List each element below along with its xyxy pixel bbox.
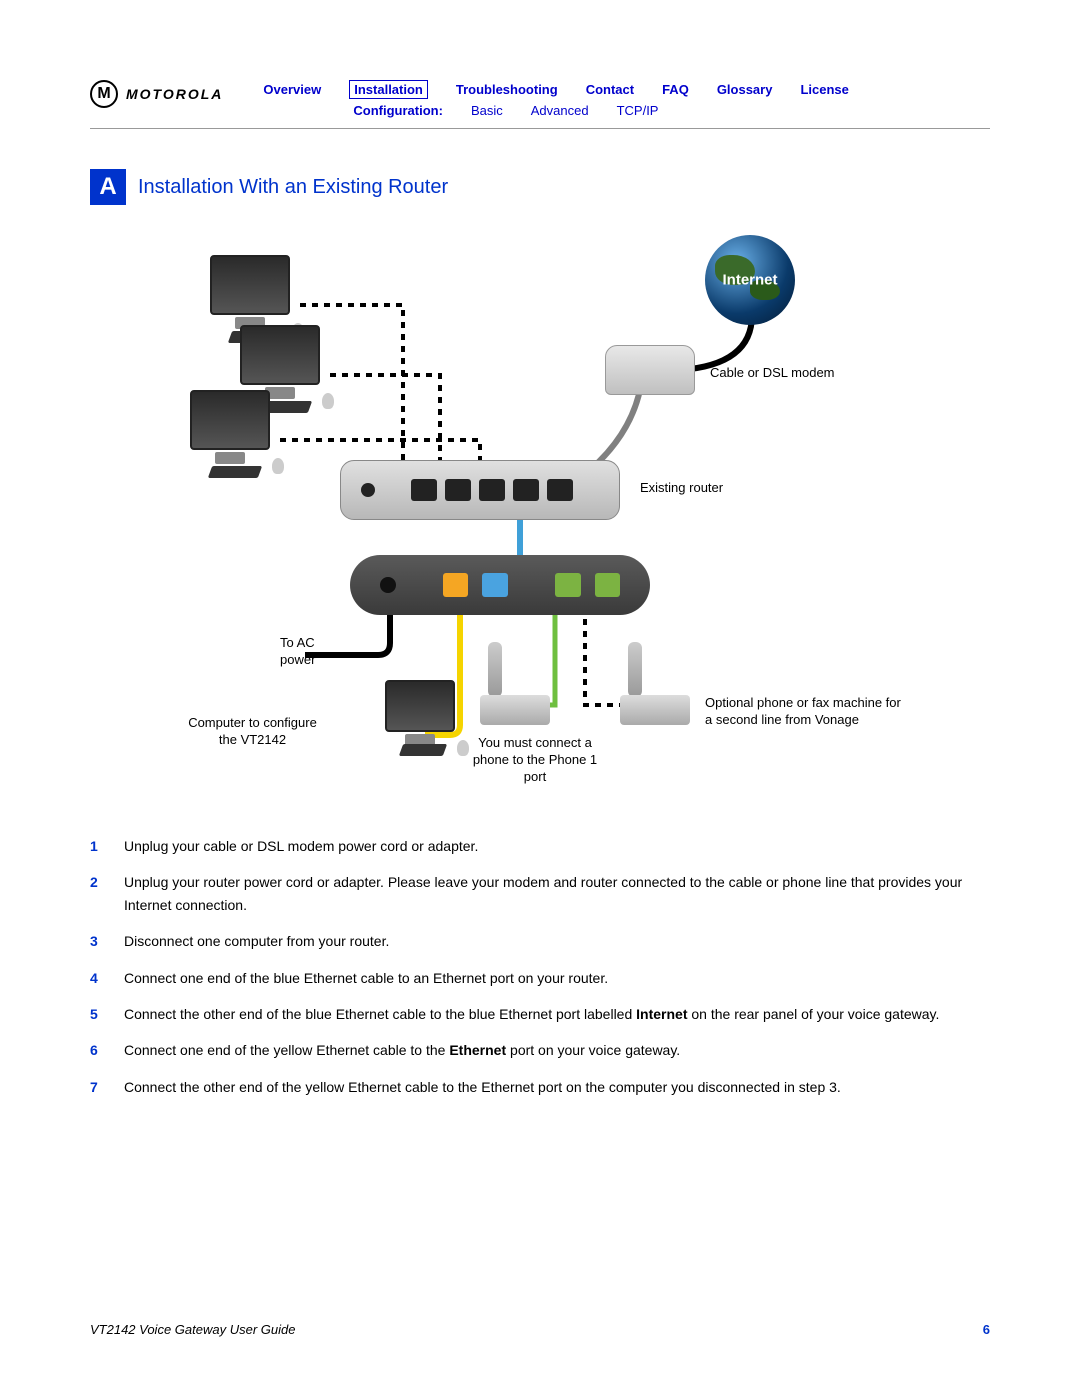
installation-diagram: Internet Cable or DSL modem Existing rou… (160, 225, 920, 805)
nav-row-primary: Overview Installation Troubleshooting Conta… (263, 80, 990, 99)
installation-steps: 1 Unplug your cable or DSL modem power co… (90, 835, 990, 1098)
phone-icon (480, 645, 550, 725)
nav-sublink-basic[interactable]: Basic (471, 103, 503, 118)
step-number: 1 (90, 835, 106, 857)
computer-icon (240, 325, 320, 385)
section-badge: A (90, 169, 126, 205)
nav-link-license[interactable]: License (800, 82, 848, 97)
section-heading: A Installation With an Existing Router (90, 169, 990, 205)
ac-power-label: To AC power (280, 635, 340, 669)
computer-icon (210, 255, 290, 315)
page-header: MOTOROLA Overview Installation Troubleshoo… (90, 80, 990, 129)
nav-sublink-advanced[interactable]: Advanced (531, 103, 589, 118)
phone2-label: Optional phone or fax machine for a seco… (705, 695, 905, 729)
brand-name: MOTOROLA (126, 86, 223, 102)
page-footer: VT2142 Voice Gateway User Guide 6 (90, 1322, 990, 1337)
top-nav: Overview Installation Troubleshooting Conta… (243, 80, 990, 118)
step-text: Connect one end of the blue Ethernet cab… (124, 967, 608, 989)
internet-globe-icon: Internet (705, 235, 795, 325)
nav-link-installation[interactable]: Installation (349, 80, 428, 99)
step-item: 5 Connect the other end of the blue Ether… (90, 1003, 990, 1025)
nav-link-faq[interactable]: FAQ (662, 82, 689, 97)
step-item: 1 Unplug your cable or DSL modem power co… (90, 835, 990, 857)
page-number: 6 (983, 1322, 990, 1337)
step-text: Connect one end of the yellow Ethernet c… (124, 1039, 680, 1061)
nav-sublink-tcpip[interactable]: TCP/IP (617, 103, 659, 118)
config-computer-icon (385, 680, 455, 732)
phone1-label: You must connect a phone to the Phone 1 … (465, 735, 605, 786)
nav-link-contact[interactable]: Contact (586, 82, 634, 97)
section-title: Installation With an Existing Router (138, 176, 448, 199)
modem-label: Cable or DSL modem (710, 365, 835, 382)
config-pc-label: Computer to configure the VT2142 (180, 715, 325, 749)
step-number: 5 (90, 1003, 106, 1025)
step-number: 4 (90, 967, 106, 989)
step-item: 2 Unplug your router power cord or adapte… (90, 871, 990, 916)
step-item: 6 Connect one end of the yellow Ethernet … (90, 1039, 990, 1061)
step-text: Unplug your router power cord or adapter… (124, 871, 990, 916)
step-item: 4 Connect one end of the blue Ethernet ca… (90, 967, 990, 989)
router-icon (340, 460, 620, 520)
globe-label: Internet (722, 272, 777, 289)
step-text: Disconnect one computer from your router… (124, 930, 389, 952)
computer-icon (190, 390, 270, 450)
voice-gateway-icon (350, 555, 650, 615)
nav-row-secondary: Configuration: Basic Advanced TCP/IP (263, 103, 990, 118)
nav-link-overview[interactable]: Overview (263, 82, 321, 97)
step-number: 3 (90, 930, 106, 952)
brand-logo: MOTOROLA (90, 80, 223, 108)
step-text: Connect the other end of the yellow Ethe… (124, 1076, 841, 1098)
router-label: Existing router (640, 480, 723, 497)
nav-config-label: Configuration: (353, 103, 443, 118)
step-number: 6 (90, 1039, 106, 1061)
step-number: 7 (90, 1076, 106, 1098)
nav-link-troubleshooting[interactable]: Troubleshooting (456, 82, 558, 97)
step-number: 2 (90, 871, 106, 916)
nav-link-glossary[interactable]: Glossary (717, 82, 773, 97)
phone-icon (620, 645, 690, 725)
motorola-logo-icon (90, 80, 118, 108)
footer-doc-title: VT2142 Voice Gateway User Guide (90, 1322, 295, 1337)
step-item: 3 Disconnect one computer from your route… (90, 930, 990, 952)
step-text: Connect the other end of the blue Ethern… (124, 1003, 939, 1025)
step-item: 7 Connect the other end of the yellow Eth… (90, 1076, 990, 1098)
modem-icon (605, 345, 695, 395)
step-text: Unplug your cable or DSL modem power cor… (124, 835, 478, 857)
